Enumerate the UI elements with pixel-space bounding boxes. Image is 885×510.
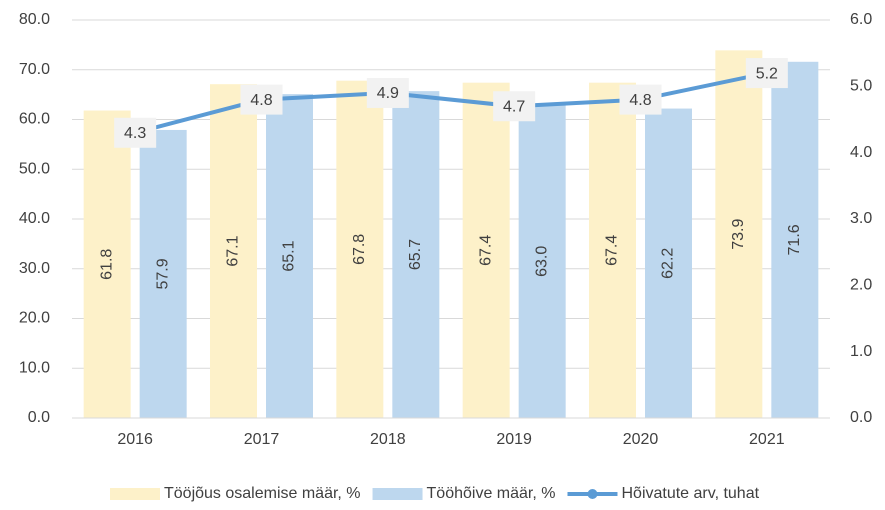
x-tick-label: 2017 [244, 431, 280, 448]
data-label: 67.4 [477, 235, 494, 266]
y-tick-label: 80.0 [19, 11, 50, 28]
label-box [114, 117, 157, 148]
legend-swatch [372, 488, 423, 500]
bar [645, 108, 692, 419]
data-label: 63.0 [533, 246, 550, 277]
data-label: 71.6 [786, 224, 803, 255]
x-tick-label: 2021 [749, 431, 785, 448]
bar [518, 104, 566, 418]
bar [336, 80, 384, 418]
label-box [493, 91, 536, 122]
data-label: 65.1 [281, 240, 298, 271]
y-tick-label: 50.0 [19, 160, 50, 177]
x-tick-label: 2020 [623, 431, 659, 448]
data-label: 67.8 [351, 234, 368, 265]
label-box [745, 58, 788, 89]
bar [266, 94, 313, 418]
y-tick-label: 0.0 [28, 409, 50, 426]
y2-tick-label: 5.0 [850, 78, 872, 95]
y-tick-label: 20.0 [19, 310, 50, 327]
y-tick-label: 30.0 [19, 260, 50, 277]
data-label: 4.8 [629, 92, 651, 109]
x-tick-label: 2019 [496, 431, 532, 448]
data-label: 4.8 [250, 92, 272, 109]
data-label: 73.9 [730, 219, 747, 250]
data-label: 65.7 [407, 239, 424, 270]
data-label: 61.8 [98, 249, 115, 280]
label-box [619, 84, 662, 115]
bar [392, 91, 440, 418]
bar [210, 84, 257, 419]
legend-swatch [110, 488, 160, 500]
bar [462, 82, 510, 418]
x-tick-label: 2018 [370, 431, 406, 448]
legend-label: Tööhõive määr, % [427, 485, 556, 502]
label-box [240, 84, 283, 115]
label-box [366, 77, 409, 108]
y2-tick-label: 4.0 [850, 144, 872, 161]
bar [139, 129, 187, 418]
y2-tick-label: 1.0 [850, 343, 872, 360]
data-label: 4.7 [503, 98, 525, 115]
legend-label: Hõivatute arv, tuhat [621, 485, 759, 502]
data-label: 57.9 [154, 258, 171, 289]
y-tick-label: 60.0 [19, 111, 50, 128]
data-label: 62.2 [660, 248, 677, 279]
data-label: 5.2 [756, 65, 778, 82]
data-label: 4.9 [377, 85, 399, 102]
y-tick-label: 40.0 [19, 210, 50, 227]
x-tick-label: 2016 [117, 431, 153, 448]
bar [589, 82, 636, 418]
y2-tick-label: 3.0 [850, 210, 872, 227]
bar [715, 50, 763, 418]
data-label: 67.1 [225, 235, 242, 266]
y2-tick-label: 0.0 [850, 409, 872, 426]
bar [83, 110, 131, 419]
legend-marker [587, 489, 598, 499]
data-label: 67.4 [604, 235, 621, 266]
y2-tick-label: 6.0 [850, 11, 872, 28]
legend-label: Tööjõus osalemise määr, % [164, 485, 361, 502]
bar [771, 61, 819, 418]
y-tick-label: 70.0 [19, 61, 50, 78]
data-label: 4.3 [124, 125, 146, 142]
y-tick-label: 10.0 [19, 359, 50, 376]
line [134, 71, 768, 135]
y2-tick-label: 2.0 [850, 277, 872, 294]
